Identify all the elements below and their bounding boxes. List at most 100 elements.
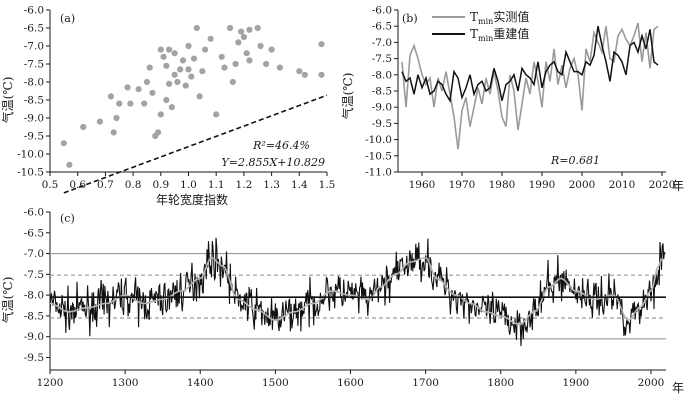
scatter-point <box>166 80 173 87</box>
scatter-point <box>179 57 187 64</box>
panel-a-xlabel: 年轮宽度指数 <box>156 192 228 207</box>
scatter-point <box>171 71 178 78</box>
scatter-point <box>232 60 239 68</box>
panel-b-xtick-label: 2000 <box>569 179 596 191</box>
panel-b-ylabel: 气温(℃) <box>340 73 355 120</box>
scatter-point <box>107 93 115 100</box>
panel-b-ytick-label: -10.0 <box>365 134 392 146</box>
panel-c-xtick-label: 1600 <box>337 377 364 389</box>
scatter-point <box>146 64 153 71</box>
panel-a-ytick-label: -7.0 <box>24 41 44 53</box>
panel-a-ytick-label: -10.0 <box>17 149 44 161</box>
scatter-point <box>254 24 261 32</box>
panel-b-xtick-label: 1970 <box>449 179 476 191</box>
scatter-point <box>207 35 214 42</box>
panel-c-ylabel: 气温(℃) <box>0 277 15 324</box>
scatter-point <box>188 73 195 80</box>
scatter-point <box>154 129 162 136</box>
scatter-point <box>202 46 209 53</box>
scatter-point <box>110 129 117 136</box>
panel-b-xunit: 年 <box>672 179 684 193</box>
panel-b-tag: (b) <box>402 12 418 25</box>
scatter-point <box>268 46 275 53</box>
scatter-point <box>213 111 220 118</box>
scatter-point <box>141 100 148 107</box>
panel-a-scatter: (a) 气温(℃) 年轮宽度指数 R²=46.4% Y=2.855X+10.82… <box>0 5 335 208</box>
panel-c-ytick-label: -9.5 <box>24 352 44 364</box>
scatter-point <box>157 111 164 118</box>
scatter-point <box>168 104 175 111</box>
panel-b-ytick-label: -9.0 <box>372 102 392 114</box>
panel-c-ytick-label: -7.0 <box>24 248 44 260</box>
panel-a-xtick-label: 0.7 <box>97 179 114 191</box>
legend-reconstructed-label: Tmin重建值 <box>470 26 529 43</box>
panel-c-xtick-label: 1400 <box>187 377 214 389</box>
series-measured-line <box>401 22 659 150</box>
scatter-point <box>262 60 270 68</box>
panel-c-xtick-label: 1500 <box>262 377 289 389</box>
panel-b-ytick-label: -8.0 <box>372 69 392 81</box>
scatter-point <box>124 84 131 91</box>
scatter-point <box>166 46 173 53</box>
panel-b-ytick-label: -11.0 <box>365 167 392 179</box>
scatter-point <box>301 71 308 78</box>
scatter-point <box>177 66 184 73</box>
panel-b-ytick-label: -8.5 <box>372 86 392 98</box>
panel-a-xtick-label: 1.0 <box>180 179 197 191</box>
panel-c-xunit: 年 <box>672 381 684 395</box>
scatter-point <box>174 78 181 86</box>
scatter-point <box>96 118 103 125</box>
panel-a-xtick-label: 1.2 <box>236 179 253 191</box>
panel-b-ytick-label: -6.5 <box>372 21 392 33</box>
scatter-point <box>66 161 73 168</box>
scatter-point <box>149 89 156 96</box>
panel-a-xtick-label: 0.6 <box>69 179 86 191</box>
panel-a-xtick-label: 0.9 <box>152 179 169 191</box>
panel-c-xtick-label: 1900 <box>562 377 589 389</box>
scatter-point <box>185 66 192 73</box>
scatter-point <box>318 41 325 48</box>
panel-a-ylabel: 气温(℃) <box>0 77 15 124</box>
scatter-point <box>229 78 236 86</box>
panel-b-line: (b) 气温(℃) R=0.681 Tmin实测值 Tmin重建值 年 1960… <box>340 5 684 194</box>
panel-a-ytick-label: -10.5 <box>17 167 44 179</box>
scatter-point <box>235 39 242 46</box>
scatter-point <box>116 100 123 107</box>
panel-b-ytick-label: -7.0 <box>372 37 392 49</box>
scatter-point <box>196 93 203 100</box>
panel-b-xtick-label: 1980 <box>489 179 516 191</box>
panel-c-xtick-label: 1700 <box>412 377 439 389</box>
panel-a-xtick-label: 0.5 <box>42 179 59 191</box>
panel-b-ytick-label: -7.5 <box>372 53 392 65</box>
panel-a-xtick-label: 1.3 <box>263 179 280 191</box>
panel-a-xtick-label: 1.1 <box>208 179 225 191</box>
scatter-point <box>246 26 253 33</box>
panel-b-ytick-label: -9.5 <box>372 118 392 130</box>
panel-b-r: R=0.681 <box>550 154 600 167</box>
panel-a-r2: R²=46.4% <box>252 139 310 152</box>
panel-c-ytick-label: -6.5 <box>24 227 44 239</box>
panel-a-xtick-label: 0.8 <box>125 179 142 191</box>
panel-b-xtick-label: 1960 <box>409 179 436 191</box>
panel-c-line: (c) 气温(℃) 年 1200 1300 1400 1500 1600 1700 1800… <box>0 207 684 396</box>
series-reconstructed-line <box>401 26 659 103</box>
scatter-point <box>240 33 247 41</box>
scatter-point <box>193 24 200 32</box>
panel-c-xtick-label: 1300 <box>112 377 139 389</box>
panel-b-ytick-label: -6.0 <box>372 5 392 17</box>
scatter-point <box>199 68 206 75</box>
scatter-point <box>113 114 120 122</box>
panel-a-ytick-label: -6.0 <box>24 5 44 17</box>
scatter-point <box>185 42 192 50</box>
panel-c-ytick-label: -9.0 <box>24 331 44 343</box>
panel-a-xtick-label: 1.5 <box>319 179 336 191</box>
scatter-point <box>296 68 303 75</box>
scatter-point <box>190 55 198 62</box>
scatter-point <box>127 100 134 107</box>
scatter-point <box>221 64 228 71</box>
panel-c-xtick-label: 1800 <box>487 377 514 389</box>
panel-a-ytick-label: -8.0 <box>24 77 44 89</box>
panel-a-ytick-label: -8.5 <box>24 95 44 107</box>
panel-c-xtick-label: 2000 <box>638 377 665 389</box>
